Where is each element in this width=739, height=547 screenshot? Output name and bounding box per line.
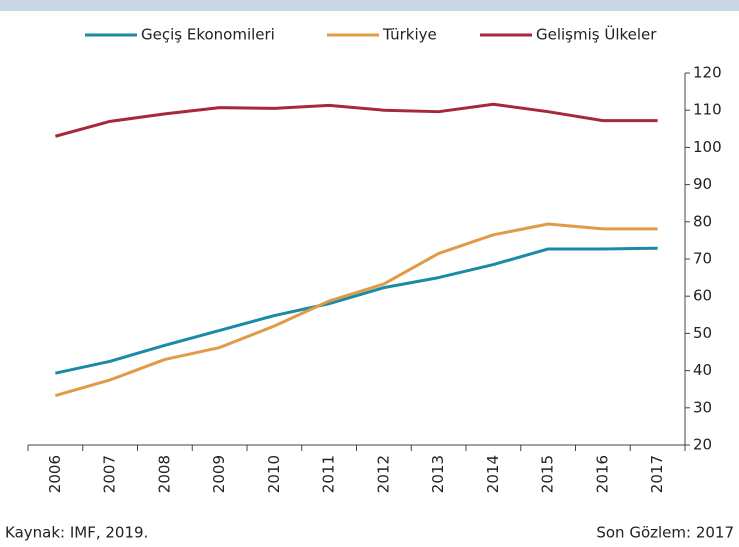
top-band <box>0 0 739 11</box>
legend-label: Gelişmiş Ülkeler <box>536 25 657 44</box>
x-tick-label: 2012 <box>374 455 392 493</box>
y-tick-label: 20 <box>693 436 712 454</box>
x-tick-label: 2011 <box>320 455 338 493</box>
y-tick-label: 100 <box>693 138 722 156</box>
legend-label: Geçiş Ekonomileri <box>141 26 275 44</box>
note: Son Gözlem: 2017 <box>596 524 734 542</box>
series-line <box>54 102 658 138</box>
y-tick-label: 110 <box>693 101 722 119</box>
y-tick-label: 70 <box>693 250 712 268</box>
y-tick-label: 60 <box>693 287 712 305</box>
x-tick-label: 2007 <box>101 455 119 493</box>
y-tick-label: 120 <box>693 64 722 82</box>
x-tick-label: 2017 <box>648 455 666 493</box>
x-tick-label: 2009 <box>210 455 228 493</box>
x-tick-label: 2014 <box>484 455 502 493</box>
y-tick-label: 30 <box>693 398 712 416</box>
y-tick-label: 50 <box>693 324 712 342</box>
x-tick-label: 2006 <box>46 455 64 493</box>
x-tick-label: 2010 <box>265 455 283 493</box>
x-tick-label: 2013 <box>429 455 447 493</box>
x-tick-label: 2008 <box>155 455 173 493</box>
y-tick-label: 80 <box>693 212 712 230</box>
series-line <box>54 222 658 397</box>
y-tick-label: 90 <box>693 175 712 193</box>
legend-label: Türkiye <box>382 26 437 44</box>
series-line <box>55 246 658 375</box>
source: Kaynak: IMF, 2019. <box>5 524 148 542</box>
x-tick-label: 2016 <box>593 455 611 493</box>
y-tick-label: 40 <box>693 361 712 379</box>
x-tick-label: 2015 <box>539 455 557 493</box>
